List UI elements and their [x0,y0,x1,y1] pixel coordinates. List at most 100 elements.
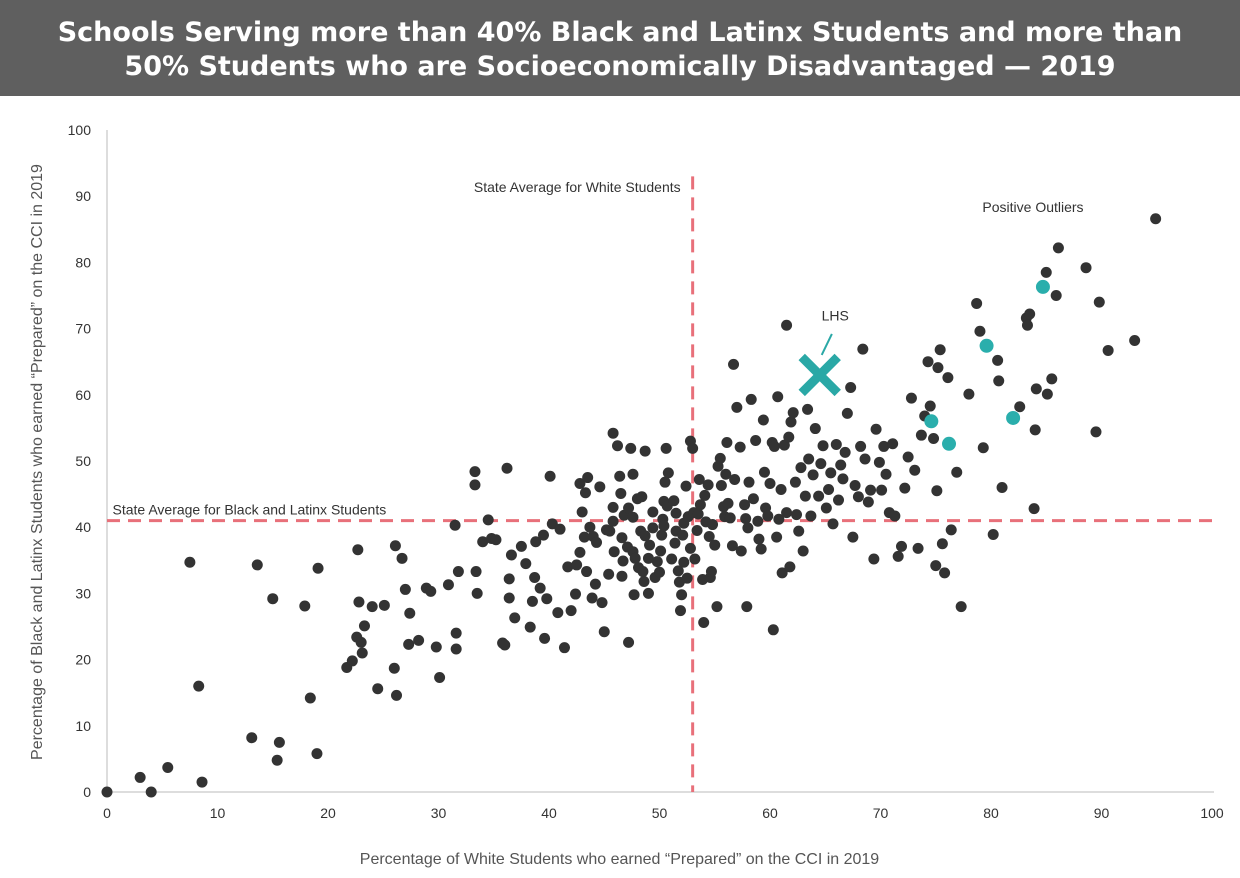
school-point [442,579,454,591]
school-point [366,601,378,613]
school-point [503,592,515,604]
school-point [823,483,835,495]
school-point [739,499,751,511]
school-point [797,545,809,557]
school-point [627,511,639,523]
school-point [934,344,946,356]
school-point [731,401,743,413]
school-point [356,647,368,659]
school-point [895,540,907,552]
positive-outlier-points [924,279,1050,451]
school-point [638,575,650,587]
school-point [534,582,546,594]
chart-title-line-1: Schools Serving more than 40% Black and … [57,17,1183,48]
school-point [449,519,461,531]
school-point [1150,213,1162,225]
school-point [1014,401,1026,413]
school-point [378,599,390,611]
school-point [833,494,845,506]
school-point [594,481,606,493]
school-point [795,462,807,474]
school-point [878,440,890,452]
school-point [805,510,817,522]
school-point [434,671,446,683]
school-point [1041,388,1053,400]
y-tick-label: 20 [75,652,91,668]
school-point [977,442,989,454]
y-axis-label: Percentage of Black and Latinx Students … [29,164,46,760]
school-point [711,601,723,613]
school-point [503,573,515,585]
y-tick-label: 30 [75,585,91,601]
school-point [735,545,747,557]
school-point [530,536,542,548]
lhs-x-marker [798,353,841,397]
x-tick-label: 80 [983,805,999,821]
school-point [246,732,258,744]
school-point [574,478,586,490]
lhs-marker-group: LHS [798,308,849,397]
school-point [145,786,157,798]
school-point [404,607,416,619]
school-point [899,482,911,494]
school-point [768,440,780,452]
school-point [452,566,464,578]
school-point [604,525,616,537]
school-point [425,585,437,597]
school-point [775,483,787,495]
school-point [642,587,654,599]
axes [106,130,1214,793]
school-point [714,452,726,464]
school-point [490,534,502,546]
school-point [757,414,769,426]
school-point [771,531,783,543]
school-point [666,553,678,565]
outlier-point [1006,410,1021,425]
school-point [677,529,689,541]
school-point [655,545,667,557]
school-point [389,540,401,552]
school-point [809,423,821,435]
school-point [505,549,517,561]
school-point [691,525,703,537]
school-point [471,587,483,599]
school-point [565,605,577,617]
school-point [469,479,481,491]
school-point [1030,383,1042,395]
school-point [841,407,853,419]
school-point [932,362,944,374]
school-point [607,515,619,527]
school-point [628,589,640,601]
school-point [399,583,411,595]
school-point [758,466,770,478]
school-point [813,490,825,502]
y-tick-label: 50 [75,453,91,469]
school-point [623,636,635,648]
school-point [1040,266,1052,278]
school-point [251,559,263,571]
school-point [849,479,861,491]
school-point [639,530,651,542]
school-point [857,343,869,355]
school-point [627,468,639,480]
school-point [781,319,793,331]
school-point [669,537,681,549]
school-point [589,578,601,590]
school-point [720,468,732,480]
school-point [654,566,665,578]
school-point [271,754,283,766]
school-point [413,634,425,646]
school-point [658,520,670,532]
school-point [915,429,927,441]
school-point [647,522,659,534]
y-tick-label: 10 [75,718,91,734]
school-point [772,391,784,403]
school-point [636,491,648,503]
lhs-label: LHS [822,308,849,324]
school-point [526,595,538,607]
school-point [996,481,1008,493]
school-point [660,442,672,454]
y-tick-labels: 0 10 20 30 40 50 60 70 80 90 100 [68,122,92,800]
school-point [515,540,527,552]
